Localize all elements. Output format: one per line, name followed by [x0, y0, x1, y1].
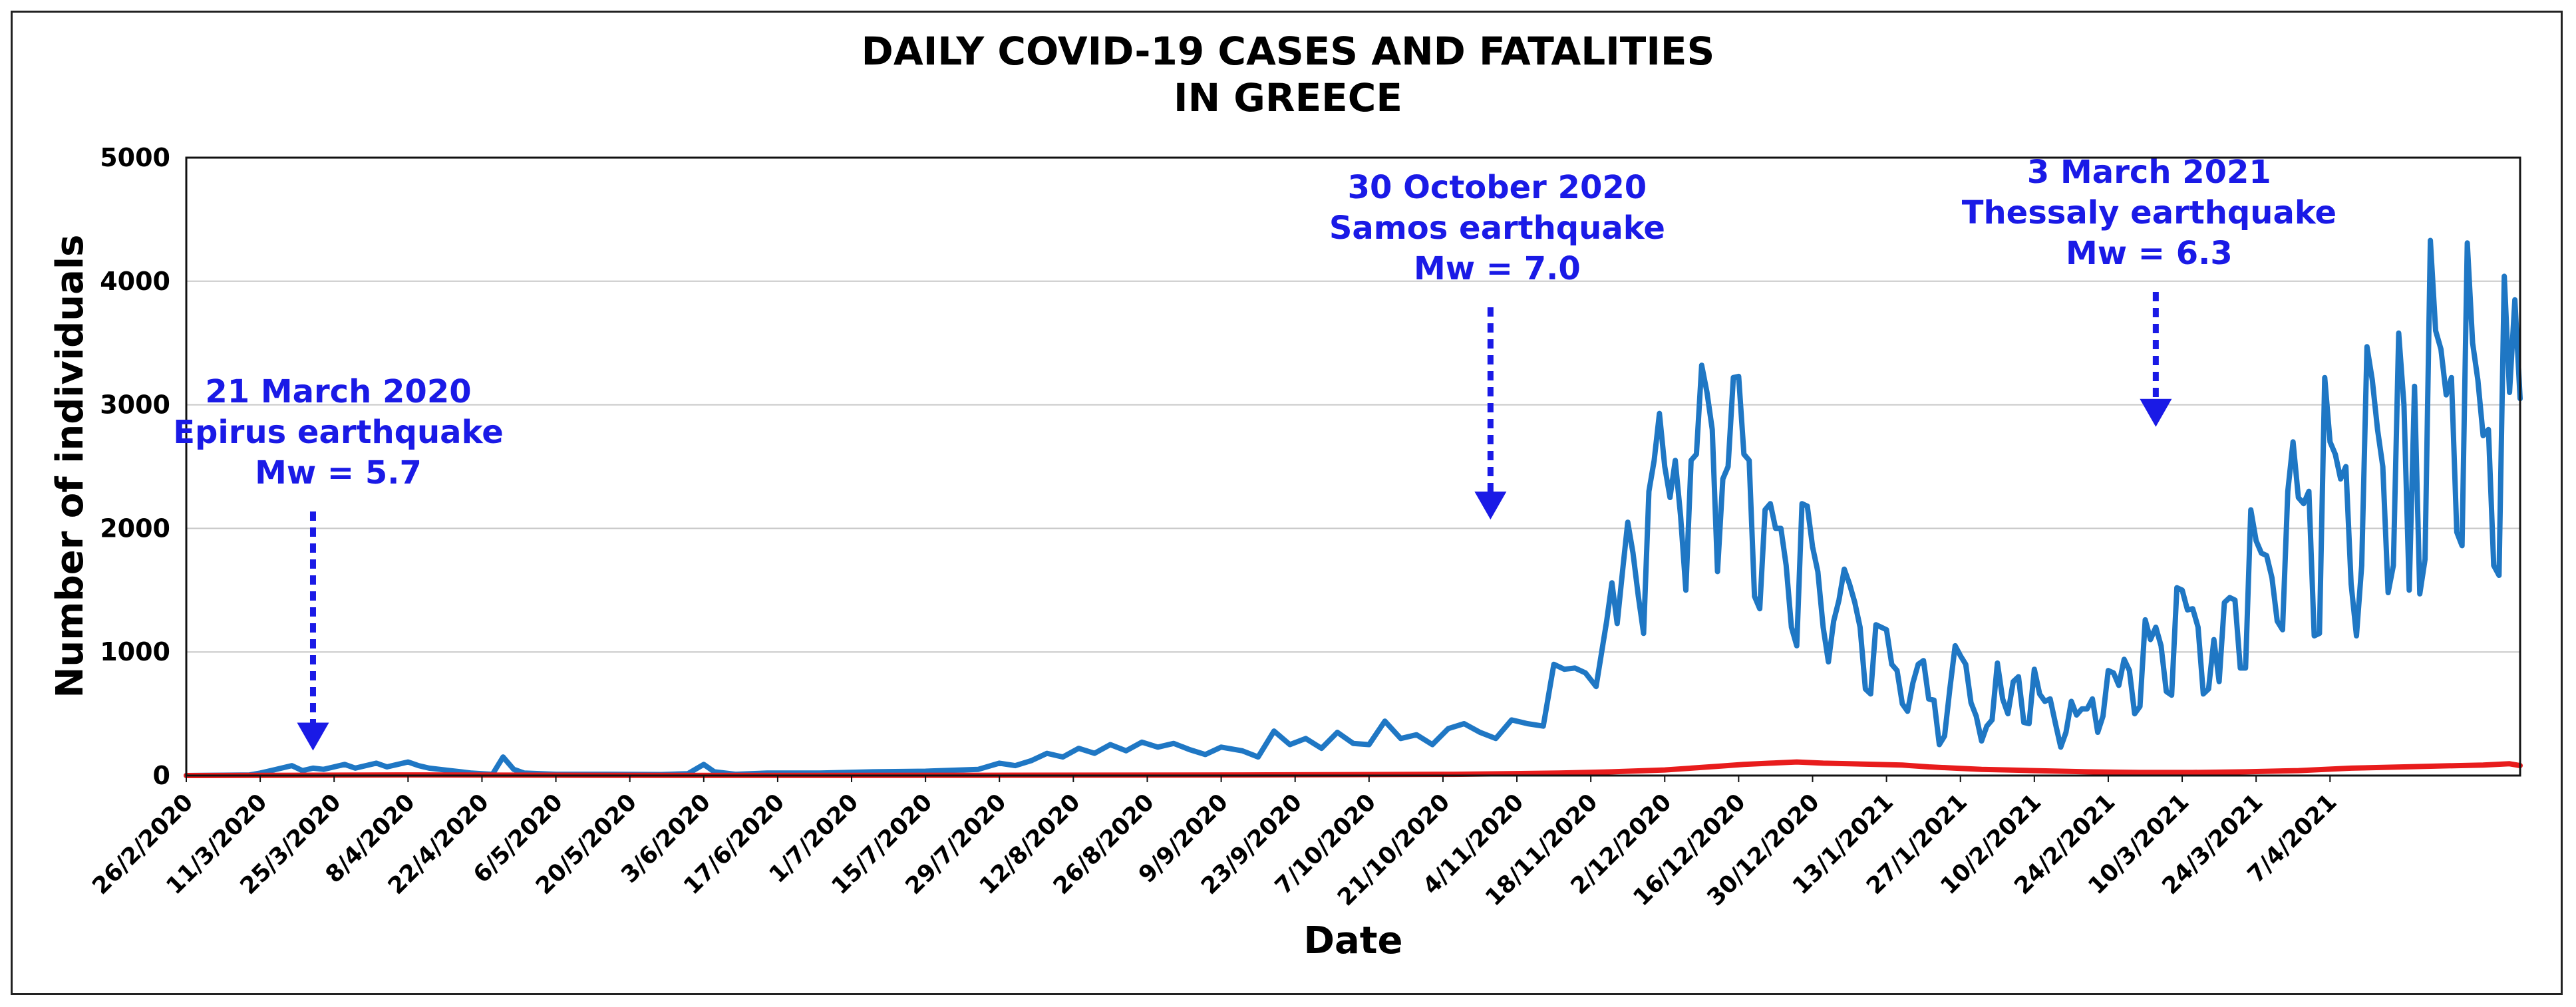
chart-title-line-1: DAILY COVID-19 CASES AND FATALITIES	[861, 29, 1715, 74]
annotation-1-line-1: Samos earthquake	[1329, 210, 1665, 247]
y-tick-label-0: 0	[153, 761, 170, 790]
chart-title: DAILY COVID-19 CASES AND FATALITIES IN G…	[0, 28, 2576, 121]
y-tick-label-1000: 1000	[100, 637, 170, 666]
annotation-2-line-2: Mw = 6.3	[2066, 235, 2233, 272]
series-layer	[184, 237, 2523, 778]
annotation-2-line-1: Thessaly earthquake	[1962, 194, 2336, 231]
annotation-2-arrow-head	[2140, 398, 2172, 427]
x-axis-title: Date	[1303, 919, 1402, 962]
y-tick-label-2000: 2000	[100, 513, 170, 543]
chart-frame	[11, 11, 2563, 995]
plot-area-border	[185, 156, 2521, 777]
y-tick-label-5000: 5000	[100, 143, 170, 172]
series-line-daily-cases	[184, 237, 2523, 778]
y-tick-labels: 0 1000 2000 3000 4000 5000	[100, 143, 170, 790]
y-tick-label-4000: 4000	[100, 267, 170, 296]
y-axis-title: Number of individuals	[49, 235, 92, 698]
annotation-2-line-0: 3 March 2021	[2027, 154, 2271, 191]
annotation-0-arrow-head	[297, 722, 329, 751]
annotation-1-arrow-head	[1474, 492, 1507, 520]
annotation-1-line-0: 30 October 2020	[1348, 169, 1647, 206]
annotation-0-line-2: Mw = 5.7	[255, 454, 422, 492]
grid-layer	[186, 280, 2520, 653]
chart-title-line-2: IN GREECE	[1173, 75, 1402, 120]
annotation-0-line-1: Epirus earthquake	[173, 414, 504, 451]
series-line-daily-fatalities	[184, 759, 2523, 778]
y-tick-label-3000: 3000	[100, 390, 170, 420]
annotation-1-line-2: Mw = 7.0	[1414, 250, 1581, 287]
annotation-0-line-0: 21 March 2020	[205, 373, 471, 410]
x-tick-labels: 26/2/202011/3/202025/3/20208/4/202022/4/…	[87, 776, 2342, 911]
